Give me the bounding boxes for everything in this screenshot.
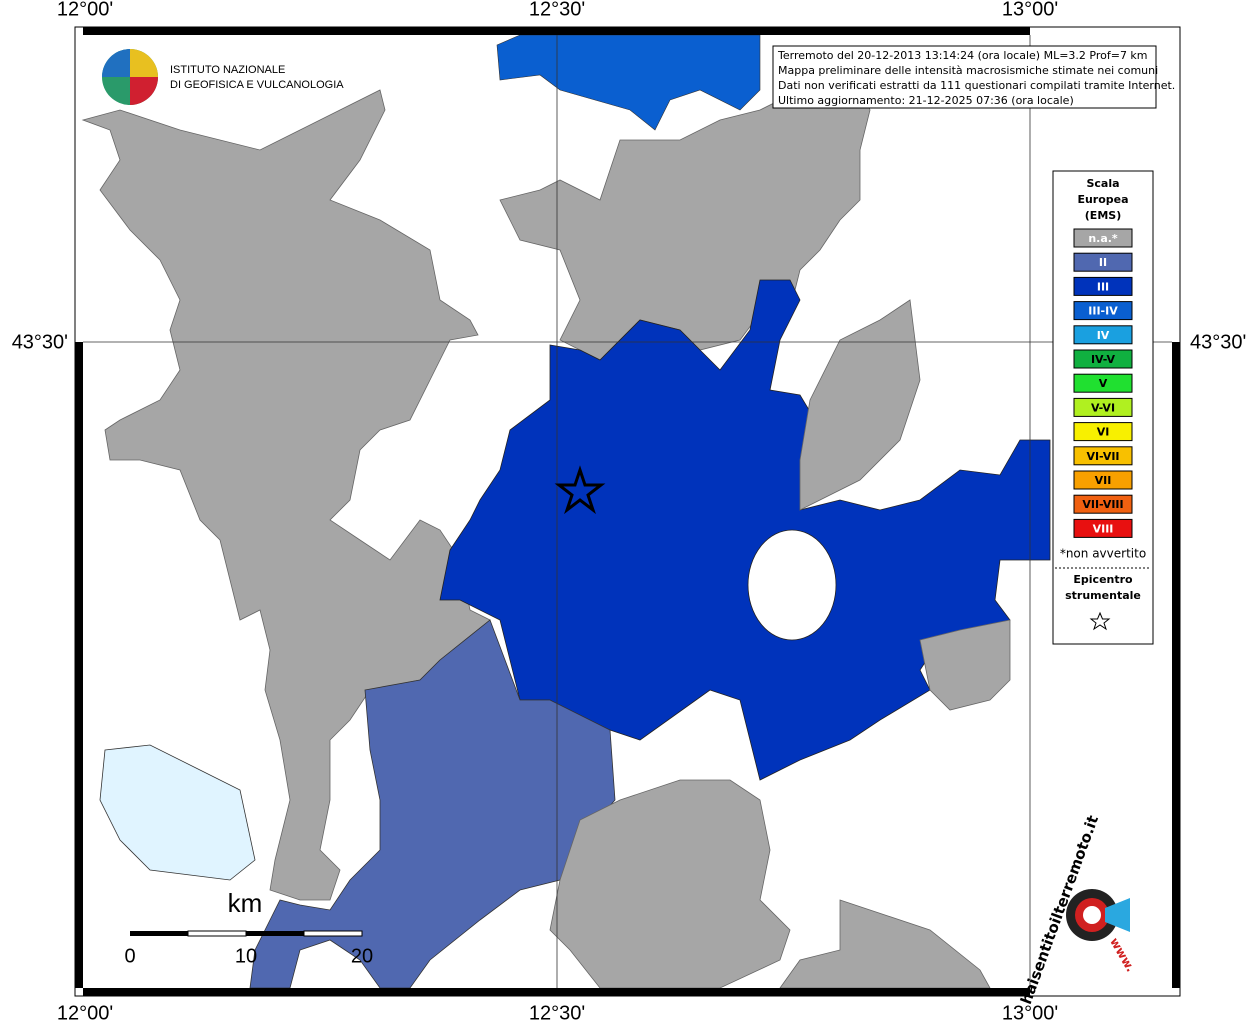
lat-label: 43°30' — [1190, 331, 1246, 353]
info-line: Mappa preliminare delle intensità macros… — [778, 64, 1158, 77]
legend-swatch — [1073, 252, 1133, 272]
legend-label: IV-V — [1091, 353, 1116, 366]
site-logo-speaker — [1105, 898, 1130, 932]
frame-bar — [83, 27, 1030, 35]
ingv-logo: ISTITUTO NAZIONALE DI GEOFISICA E VULCAN… — [102, 49, 344, 105]
legend-swatch — [1073, 301, 1133, 321]
legend-title: Europea — [1077, 193, 1128, 206]
legend-label: VII-VIII — [1082, 498, 1123, 511]
lon-label: 12°30' — [529, 0, 585, 20]
lon-label: 13°00' — [1002, 0, 1058, 20]
info-box: Terremoto del 20-12-2013 13:14:24 (ora l… — [772, 45, 1175, 109]
legend-swatch — [1073, 446, 1133, 466]
legend-label: VII — [1095, 474, 1112, 487]
legend-swatch — [1073, 494, 1133, 514]
legend-label: V-VI — [1091, 401, 1115, 414]
scale-segment — [187, 930, 247, 937]
region — [799, 299, 921, 511]
legend-title: Scala — [1086, 177, 1119, 190]
lon-label: 13°00' — [1002, 1002, 1058, 1024]
graticule — [83, 35, 1172, 988]
info-line: Terremoto del 20-12-2013 13:14:24 (ora l… — [777, 49, 1148, 62]
legend-title: (EMS) — [1085, 209, 1121, 222]
legend-swatch — [1073, 373, 1133, 393]
legend-swatch — [1073, 228, 1133, 248]
frame — [74, 26, 1181, 997]
frame-bar — [1172, 342, 1180, 988]
scale-segment — [130, 931, 188, 936]
region — [919, 619, 1011, 711]
logo-text: ISTITUTO NAZIONALE — [170, 64, 285, 76]
legend-label: VI — [1097, 426, 1110, 439]
logo-segment — [130, 49, 158, 77]
regions — [81, 34, 1051, 989]
region — [249, 619, 616, 989]
scale-label: 20 — [351, 945, 373, 967]
legend-swatch — [1073, 422, 1133, 442]
lake — [99, 744, 256, 881]
legend-star — [1089, 611, 1111, 631]
info-frame — [772, 45, 1157, 109]
legend-label: II — [1099, 256, 1107, 269]
legend-swatch — [1073, 397, 1133, 417]
scale-bar: km 0 10 20 — [124, 888, 373, 967]
legend-note: *non avvertito — [1060, 547, 1146, 561]
logo-segment — [102, 49, 130, 77]
legend-label: VI-VII — [1086, 450, 1119, 463]
frame-bar — [83, 988, 1030, 996]
scale-label: 0 — [124, 945, 135, 967]
logo-segment — [130, 77, 158, 105]
legend-label: III — [1097, 280, 1109, 293]
legend-epicenter: Epicentro — [1073, 573, 1133, 586]
logo-text: DI GEOFISICA E VULCANOLOGIA — [170, 79, 344, 91]
site-logo-ring — [1083, 906, 1101, 924]
scale-segment — [246, 931, 304, 936]
legend-label: IV — [1097, 329, 1110, 342]
legend-swatch — [1073, 518, 1133, 538]
legend-swatch — [1073, 276, 1133, 296]
scale-unit: km — [228, 888, 263, 918]
legend-label: n.a.* — [1088, 232, 1118, 245]
legend-label: VIII — [1093, 522, 1114, 535]
region — [81, 89, 491, 901]
legend-swatch — [1073, 325, 1133, 345]
legend-swatch — [1073, 470, 1133, 490]
epicenter-star — [554, 465, 606, 515]
frame-bar — [75, 342, 83, 988]
legend: Scala Europea (EMS) *non avvertito Epice… — [1052, 170, 1154, 645]
legend-label: III-IV — [1088, 305, 1118, 318]
scale-label: 10 — [235, 945, 257, 967]
legend-epicenter: strumentale — [1065, 589, 1141, 602]
lat-label: 43°30' — [12, 331, 68, 353]
region-hole — [747, 529, 837, 641]
scale-segment — [303, 930, 363, 937]
info-line: Ultimo aggiornamento: 21-12-2025 07:36 (… — [778, 94, 1074, 107]
legend-swatch — [1073, 349, 1133, 369]
region — [439, 279, 1051, 781]
region — [549, 779, 791, 989]
lon-label: 12°00' — [57, 0, 113, 20]
lon-label: 12°00' — [57, 1002, 113, 1024]
lon-label: 12°30' — [529, 1002, 585, 1024]
legend-label: V — [1099, 377, 1108, 390]
info-line: Dati non verificati estratti da 111 ques… — [778, 79, 1175, 92]
